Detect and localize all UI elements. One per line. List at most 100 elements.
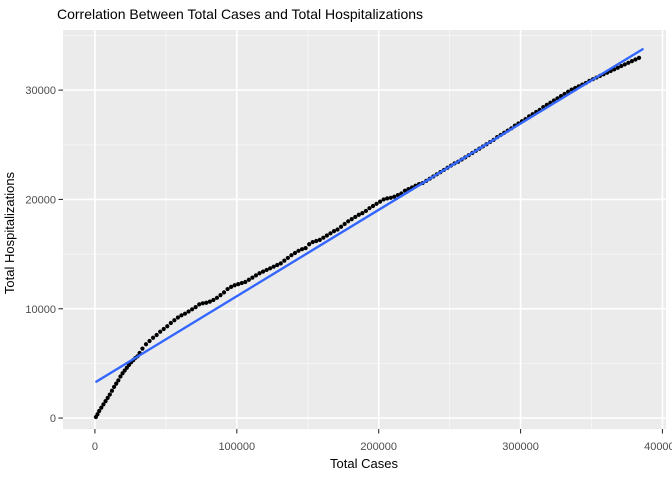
data-point xyxy=(349,217,354,222)
data-point xyxy=(95,412,100,417)
data-point xyxy=(303,245,308,251)
data-point xyxy=(114,381,119,386)
data-point xyxy=(239,280,244,286)
data-point xyxy=(246,277,251,282)
data-point xyxy=(307,242,312,247)
x-tick-label: 200000 xyxy=(360,441,397,453)
data-point xyxy=(168,320,173,326)
minor-gridlines xyxy=(63,30,666,429)
data-point xyxy=(158,329,163,334)
data-point xyxy=(107,392,112,397)
data-point xyxy=(175,315,181,320)
data-point xyxy=(335,227,340,232)
data-point xyxy=(321,235,326,240)
data-point xyxy=(186,309,191,314)
data-point xyxy=(381,197,386,202)
data-point xyxy=(109,388,115,393)
data-point xyxy=(97,408,102,414)
data-point xyxy=(324,233,330,238)
data-point xyxy=(197,302,202,307)
x-tick-label: 0 xyxy=(92,441,98,453)
data-point xyxy=(338,224,344,229)
x-tick-label: 300000 xyxy=(502,441,539,453)
data-point xyxy=(101,402,106,407)
data-point xyxy=(103,399,108,404)
data-point xyxy=(204,300,209,305)
data-point xyxy=(268,266,273,271)
data-point xyxy=(105,395,110,400)
chart-title: Correlation Between Total Cases and Tota… xyxy=(57,6,424,22)
data-point xyxy=(271,264,276,269)
data-point xyxy=(211,297,216,303)
data-point xyxy=(118,374,123,379)
data-point xyxy=(633,57,638,62)
data-point xyxy=(367,206,372,211)
data-point xyxy=(370,203,376,209)
data-point xyxy=(619,63,624,69)
data-point xyxy=(99,405,104,410)
data-point xyxy=(154,332,159,338)
data-point xyxy=(182,311,188,316)
y-tick-label: 20000 xyxy=(25,194,56,206)
data-point xyxy=(392,194,397,199)
data-point xyxy=(402,188,408,193)
data-point xyxy=(292,250,298,256)
data-point xyxy=(161,326,166,332)
data-point xyxy=(165,324,170,329)
y-tick-label: 0 xyxy=(50,413,56,425)
data-point xyxy=(200,301,205,306)
data-point xyxy=(143,342,149,347)
regression-line xyxy=(95,48,644,383)
data-point xyxy=(221,290,227,295)
data-point xyxy=(363,208,369,214)
data-point xyxy=(218,292,223,298)
data-point xyxy=(207,299,212,304)
data-point xyxy=(388,195,393,200)
data-point xyxy=(172,318,177,323)
data-point xyxy=(395,192,400,198)
major-gridlines xyxy=(63,30,666,429)
data-point xyxy=(243,279,248,285)
data-point xyxy=(282,258,287,263)
data-point xyxy=(356,212,361,217)
data-point xyxy=(193,305,198,310)
data-point xyxy=(331,229,337,234)
y-tick-label: 10000 xyxy=(25,304,56,316)
data-point xyxy=(250,275,255,280)
data-point xyxy=(310,239,315,245)
data-point xyxy=(150,335,156,340)
data-point xyxy=(314,238,319,244)
data-point xyxy=(317,237,322,242)
data-point xyxy=(147,338,152,344)
y-tick-label: 30000 xyxy=(25,85,56,97)
data-point xyxy=(225,286,230,292)
data-point xyxy=(342,221,347,227)
data-point xyxy=(296,248,301,253)
y-axis-title: Total Hospitalizations xyxy=(2,171,17,294)
data-point xyxy=(346,219,351,224)
data-point xyxy=(622,62,627,67)
x-tick-label: 100000 xyxy=(218,441,255,453)
data-point xyxy=(626,60,631,65)
data-point xyxy=(289,253,294,258)
data-point xyxy=(140,346,145,351)
data-point xyxy=(232,283,237,288)
data-point xyxy=(229,284,234,289)
data-point xyxy=(636,55,642,60)
data-point xyxy=(111,384,117,390)
data-point xyxy=(385,196,390,201)
data-point xyxy=(257,271,262,276)
data-point xyxy=(629,59,635,64)
fit-line xyxy=(95,48,644,383)
data-point xyxy=(116,378,121,383)
data-point xyxy=(328,231,333,236)
data-point xyxy=(360,211,365,216)
data-point xyxy=(374,201,379,206)
data-point xyxy=(253,273,259,278)
data-point xyxy=(275,262,280,268)
data-point xyxy=(353,214,358,220)
data-point xyxy=(299,247,305,252)
